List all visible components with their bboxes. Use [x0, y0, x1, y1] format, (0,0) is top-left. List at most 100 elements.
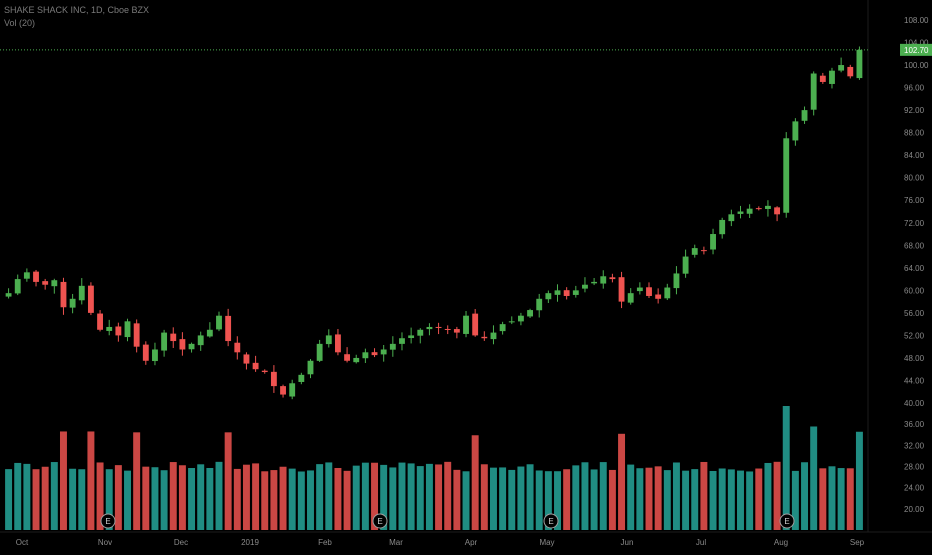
candle-body	[380, 349, 387, 355]
volume-bar	[855, 431, 863, 530]
earnings-marker-label: E	[105, 517, 110, 526]
volume-bar	[380, 464, 388, 530]
price-tick-label: 72.00	[904, 219, 925, 228]
volume-bar	[535, 470, 543, 530]
volume-bar	[69, 468, 77, 530]
volume-bar	[96, 462, 104, 530]
time-axis-label: Nov	[98, 538, 112, 547]
volume-indicator-label: Vol (20)	[4, 18, 36, 28]
volume-bar	[41, 466, 49, 530]
volume-bar	[737, 470, 744, 530]
candle-body	[655, 294, 662, 299]
volume-tick-label: 32.00	[904, 441, 925, 450]
volume-bar	[618, 433, 626, 530]
volume-bar	[663, 470, 671, 530]
volume-bar	[407, 463, 415, 530]
volume-bar	[151, 467, 159, 530]
candle-body	[664, 287, 671, 299]
volume-bar	[727, 469, 735, 530]
price-tick-label: 92.00	[904, 106, 925, 115]
time-axis-label: Apr	[465, 538, 478, 547]
candle-body	[527, 310, 533, 317]
candle-body	[298, 374, 305, 382]
candle-body	[69, 298, 76, 308]
volume-bar	[718, 468, 726, 530]
volume-bar	[142, 466, 150, 530]
volume-bar	[425, 463, 433, 530]
volume-bar	[791, 470, 799, 530]
volume-tick-label: 28.00	[904, 463, 925, 472]
volume-bar	[462, 471, 470, 530]
volume-bar	[499, 467, 507, 530]
earnings-marker-icon	[372, 513, 388, 529]
price-tick-label: 88.00	[904, 129, 925, 138]
candle-body	[252, 362, 259, 370]
candle-body	[115, 326, 122, 336]
time-axis-label: Jun	[621, 538, 634, 547]
volume-bar	[489, 467, 497, 530]
candle-body	[417, 329, 424, 336]
candle-body	[289, 383, 296, 397]
candle-body	[563, 290, 570, 296]
candle-body	[42, 281, 49, 285]
volume-bar	[645, 467, 653, 530]
time-axis: Oct Nov Dec 2019 Feb Mar Apr May Jun Jul Aug Sep	[16, 538, 865, 547]
volume-bar	[78, 469, 86, 530]
volume-bars	[5, 406, 863, 530]
volume-bar	[837, 468, 845, 530]
candle-body	[481, 336, 488, 339]
volume-bar	[810, 426, 818, 530]
price-tick-label: 44.00	[904, 376, 925, 385]
volume-bar	[544, 471, 552, 530]
candle-body	[536, 298, 543, 311]
volume-bar	[316, 464, 324, 530]
candle-body	[545, 293, 552, 300]
volume-bar	[297, 471, 305, 530]
volume-axis: 36.00 32.00 28.00 24.00 20.00	[904, 420, 925, 514]
candle-body	[691, 248, 698, 255]
earnings-marker-icon	[543, 513, 559, 529]
candle-body	[517, 315, 524, 322]
candle-body	[78, 285, 85, 301]
candle-body	[353, 357, 360, 363]
time-axis-label: Jul	[696, 538, 706, 547]
volume-bar	[371, 462, 379, 530]
candle-body	[133, 323, 140, 347]
candle-body	[847, 66, 854, 77]
time-axis-label: Sep	[850, 538, 865, 547]
volume-bar	[279, 466, 287, 530]
volume-bar	[471, 435, 479, 530]
volume-bar	[114, 465, 122, 530]
candle-body	[801, 110, 808, 121]
volume-bar	[608, 469, 616, 530]
volume-bar	[773, 461, 781, 530]
volume-bar	[206, 467, 214, 530]
candle-body	[710, 234, 716, 250]
candle-body	[609, 277, 616, 280]
volume-bar	[672, 462, 680, 530]
volume-bar	[435, 464, 443, 530]
time-axis-label: Feb	[318, 538, 332, 547]
volume-bar	[325, 462, 333, 530]
candle-body	[700, 250, 707, 252]
candle-body	[499, 324, 506, 332]
price-tick-label: 56.00	[904, 309, 925, 318]
volume-bar	[554, 471, 561, 530]
volume-bar	[709, 470, 717, 530]
volume-bar	[252, 463, 260, 530]
volume-bar	[846, 468, 854, 530]
volume-tick-label: 24.00	[904, 484, 925, 493]
price-tick-label: 80.00	[904, 174, 925, 183]
candle-body	[51, 280, 58, 287]
last-price-label: 102.70	[904, 46, 929, 55]
volume-bar	[352, 465, 360, 530]
candle-body	[426, 326, 433, 330]
volume-tick-label: 20.00	[904, 505, 925, 514]
candle-body	[508, 321, 515, 323]
candle-body	[673, 273, 680, 289]
last-price-tag	[900, 43, 932, 56]
time-axis-label: Aug	[774, 538, 788, 547]
